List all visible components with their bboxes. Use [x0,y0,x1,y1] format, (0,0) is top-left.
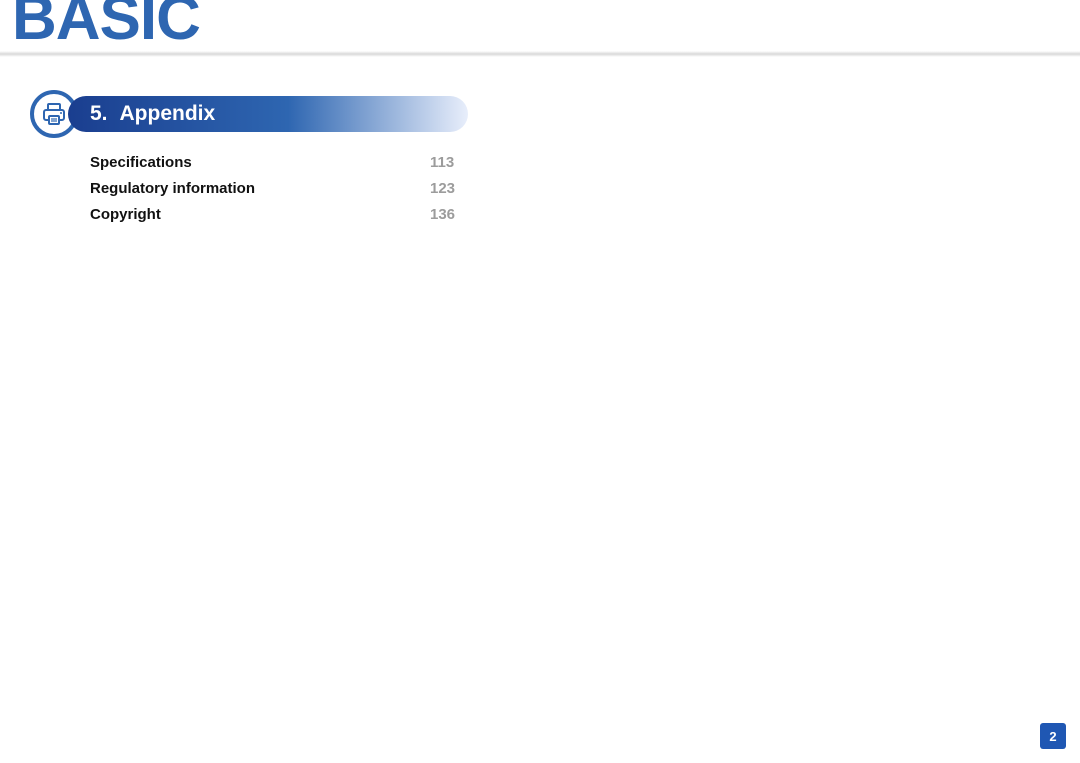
toc-row[interactable]: Regulatory information 123 [90,180,470,206]
toc-label: Specifications [90,154,192,171]
section-title: Appendix [120,102,216,126]
toc-label: Regulatory information [90,180,255,197]
section-appendix: 5. Appendix Specifications 113 Regulator… [30,92,470,232]
page-number-badge: 2 [1040,723,1066,749]
section-number: 5. [90,102,108,126]
section-header: 5. Appendix [30,92,470,136]
toc-list: Specifications 113 Regulatory informatio… [90,154,470,232]
toc-page: 123 [430,180,470,197]
header-divider [0,51,1080,57]
toc-row[interactable]: Specifications 113 [90,154,470,180]
toc-page: 136 [430,206,470,223]
toc-row[interactable]: Copyright 136 [90,206,470,232]
toc-page: 113 [430,154,470,171]
toc-label: Copyright [90,206,161,223]
section-title-pill: 5. Appendix [68,96,468,132]
page-title: BASIC [12,0,200,50]
